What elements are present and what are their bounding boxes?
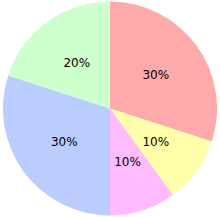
svg-text:10%: 10% [114, 155, 141, 169]
svg-text:30%: 30% [51, 135, 78, 149]
svg-text:20%: 20% [63, 56, 90, 70]
svg-text:10%: 10% [142, 135, 169, 149]
svg-text:30%: 30% [142, 68, 169, 82]
